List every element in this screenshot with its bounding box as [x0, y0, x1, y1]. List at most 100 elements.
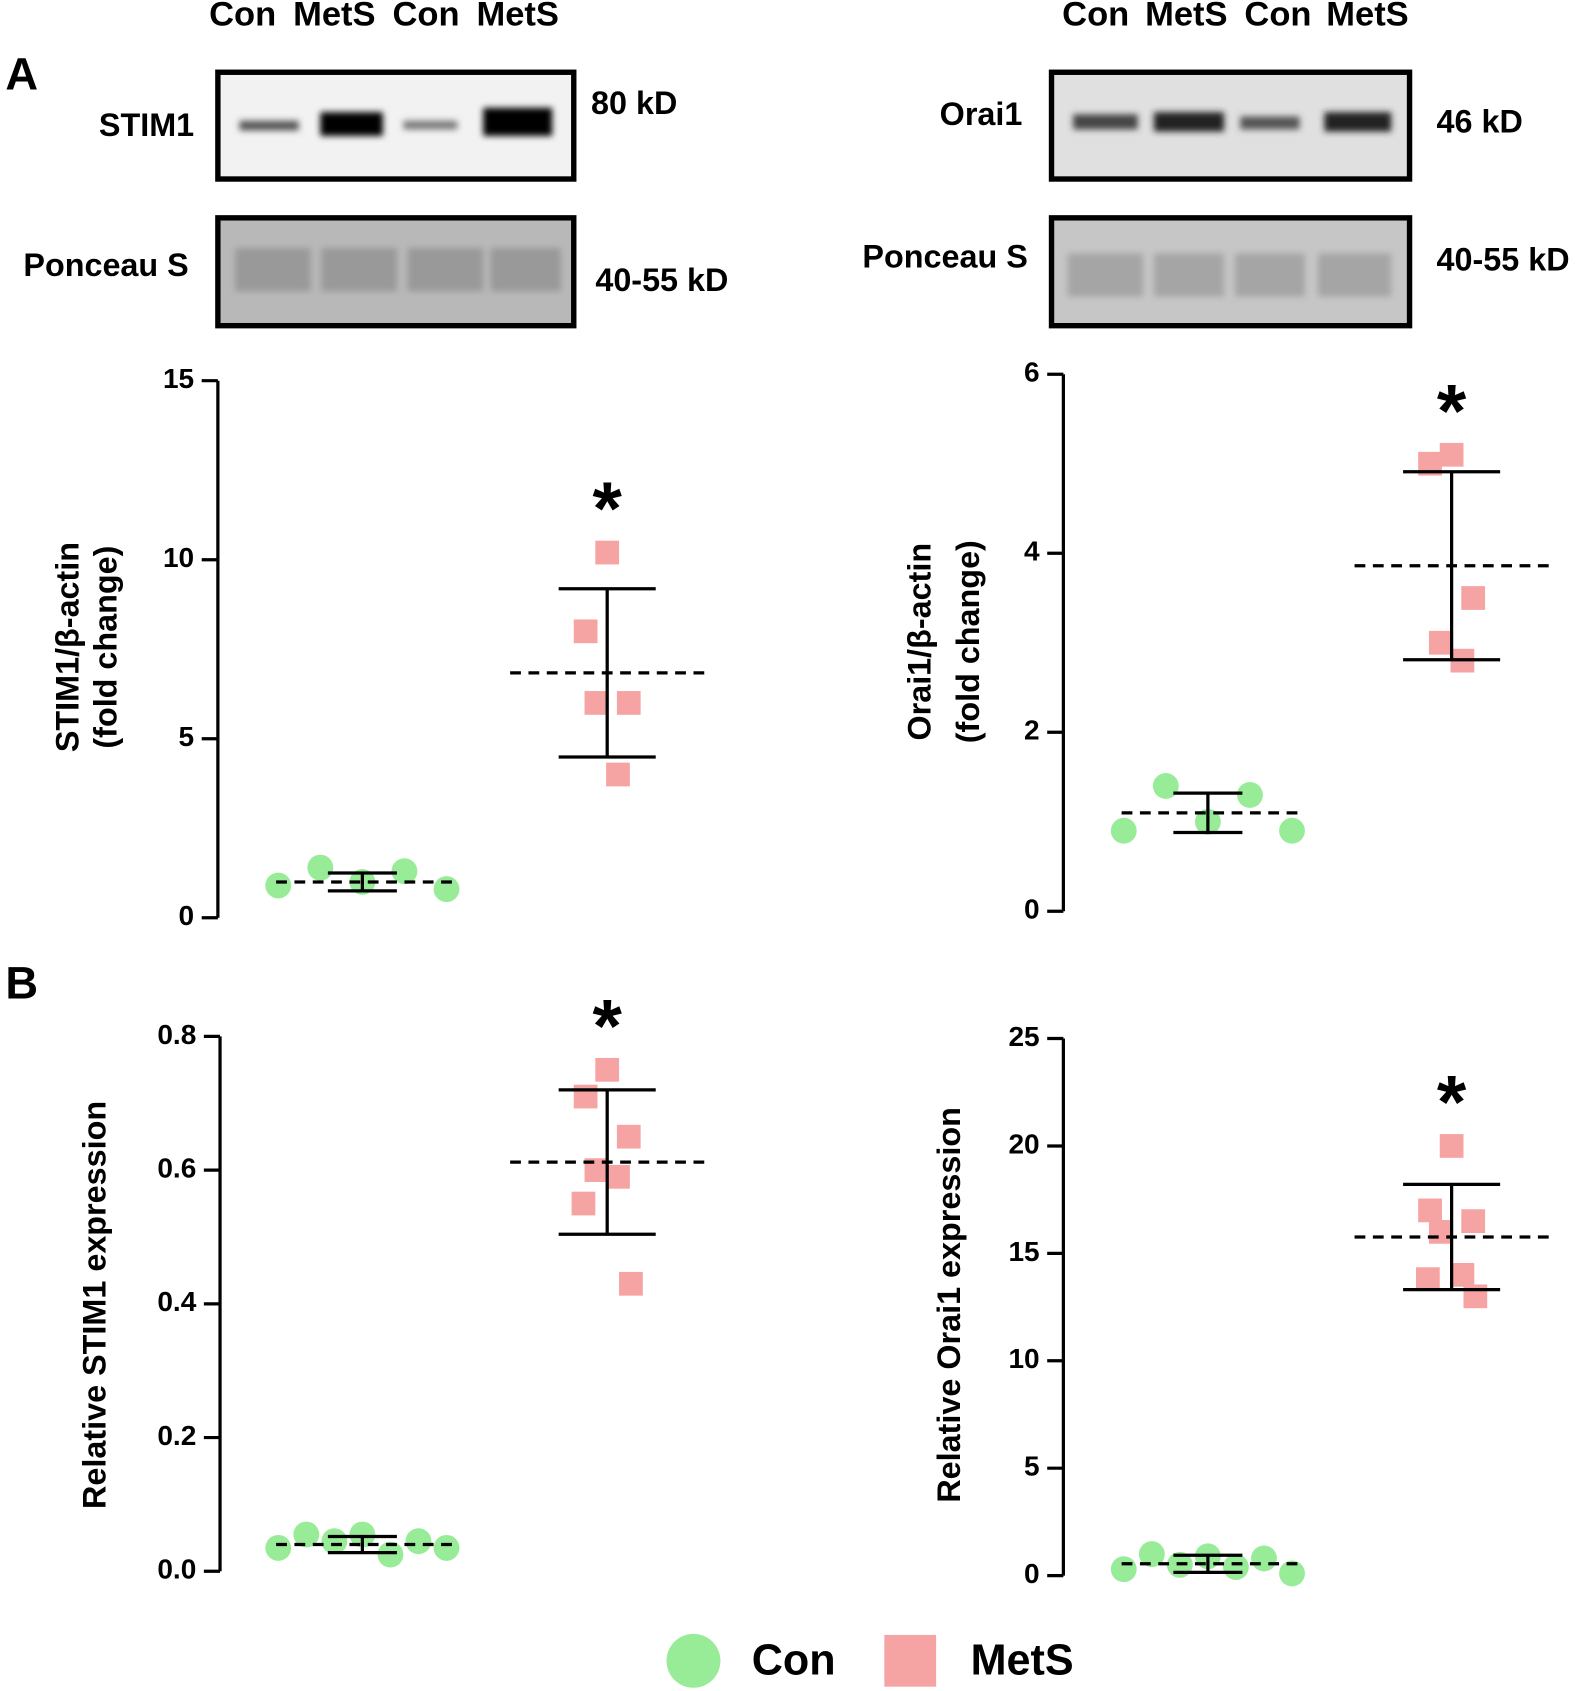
data-point: [433, 876, 460, 903]
lane-label: Con: [209, 0, 276, 33]
blot-label: Ponceau S: [862, 238, 1027, 274]
data-point: [1237, 781, 1263, 808]
y-tick-label: 0: [179, 900, 195, 931]
y-tick-label: 15: [1008, 1236, 1039, 1267]
y-axis-label: Relative STIM1 expression: [77, 1101, 113, 1509]
data-point: [1110, 817, 1137, 844]
error-bar: [327, 871, 397, 893]
blot-label: Orai1: [940, 96, 1023, 132]
bands: [235, 248, 561, 292]
data-point: [265, 1534, 292, 1561]
y-tick-label: 0.0: [157, 1554, 196, 1585]
data-point: [433, 1534, 460, 1561]
data-point: [595, 540, 620, 565]
data-point: [606, 1164, 630, 1189]
data-point: [1461, 1209, 1486, 1234]
data-point: [377, 1541, 404, 1568]
size-label: 40-55 kD: [595, 262, 728, 298]
legend-label: Con: [752, 1636, 836, 1684]
data-point: [293, 1521, 320, 1548]
y-tick-label: 5: [179, 721, 195, 752]
significance-mark: *: [1437, 1060, 1467, 1144]
y-tick-label: 5: [1024, 1451, 1040, 1482]
data-point: [265, 872, 292, 899]
data-point: [1428, 630, 1453, 655]
data-point: [1279, 817, 1305, 844]
y-axis-label: (fold change): [87, 546, 123, 749]
y-tick-label: 15: [163, 363, 194, 394]
y-tick-label: 0.6: [157, 1153, 196, 1184]
data-point: [1251, 1545, 1277, 1572]
data-point: [405, 1528, 432, 1555]
data-point: [606, 762, 630, 787]
y-tick-label: 10: [163, 542, 194, 573]
bands: [1067, 253, 1392, 297]
y-tick-label: 2: [1024, 715, 1040, 746]
bands: [1073, 112, 1392, 132]
y-tick-label: 4: [1024, 536, 1040, 567]
y-axis-label: STIM1/β-actin: [50, 542, 86, 752]
legend-marker: [884, 1634, 937, 1687]
size-label: 46 kD: [1437, 104, 1523, 140]
data-point: [1110, 1556, 1137, 1583]
data-point: [1463, 1284, 1488, 1309]
data-point: [584, 691, 609, 715]
data-point: [584, 1158, 609, 1182]
size-label: 80 kD: [591, 85, 677, 121]
size-label: 40-55 kD: [1437, 242, 1570, 278]
y-tick-label: 25: [1008, 1021, 1039, 1052]
data-point: [1428, 1220, 1453, 1244]
significance-mark: *: [592, 467, 622, 551]
data-point: [307, 854, 334, 881]
data-point: [391, 858, 418, 885]
lane-label: Con: [1062, 0, 1129, 33]
data-point: [571, 1191, 596, 1216]
data-point: [1439, 1134, 1464, 1158]
y-tick-label: 0: [1024, 1558, 1040, 1589]
significance-mark: *: [1437, 369, 1467, 453]
data-point: [1418, 451, 1442, 476]
y-tick-label: 6: [1024, 357, 1040, 388]
data-point: [1450, 1262, 1475, 1287]
data-point: [616, 691, 641, 715]
lane-label: MetS: [1326, 0, 1408, 33]
y-axis-label: Relative Orai1 expression: [931, 1107, 967, 1503]
data-point: [1418, 1198, 1442, 1223]
lane-label: Con: [1244, 0, 1311, 33]
blot-label: STIM1: [99, 107, 194, 143]
blot-label: Ponceau S: [23, 247, 188, 283]
y-tick-label: 20: [1008, 1128, 1039, 1159]
data-point: [573, 619, 598, 644]
lane-label: MetS: [476, 0, 558, 33]
data-point: [1439, 442, 1464, 467]
panel-label: B: [5, 958, 38, 1009]
error-bar: [1173, 1553, 1243, 1574]
lane-label: MetS: [293, 0, 375, 33]
data-point: [595, 1057, 620, 1082]
error-bar: [327, 1534, 397, 1555]
data-point: [1279, 1560, 1305, 1587]
y-tick-label: 0.8: [157, 1019, 196, 1050]
data-point: [1416, 1267, 1440, 1292]
data-point: [619, 1271, 643, 1296]
significance-mark: *: [592, 984, 622, 1068]
y-tick-label: 10: [1008, 1343, 1039, 1374]
y-tick-label: 0: [1024, 894, 1040, 925]
y-axis-label: Orai1/β-actin: [902, 543, 938, 741]
data-point: [1222, 1554, 1249, 1580]
data-point: [1152, 773, 1179, 799]
y-tick-label: 0.2: [157, 1420, 196, 1451]
panel-label: A: [5, 49, 38, 100]
lane-label: Con: [392, 0, 459, 33]
error-bar: [1173, 791, 1243, 835]
bands: [239, 107, 553, 136]
y-tick-label: 0.4: [157, 1286, 196, 1317]
legend-label: MetS: [971, 1636, 1074, 1684]
data-point: [1461, 586, 1486, 610]
data-point: [1138, 1541, 1165, 1568]
y-axis-label: (fold change): [950, 540, 986, 743]
data-point: [349, 1521, 376, 1548]
data-point: [616, 1124, 641, 1149]
data-point: [321, 1528, 348, 1555]
